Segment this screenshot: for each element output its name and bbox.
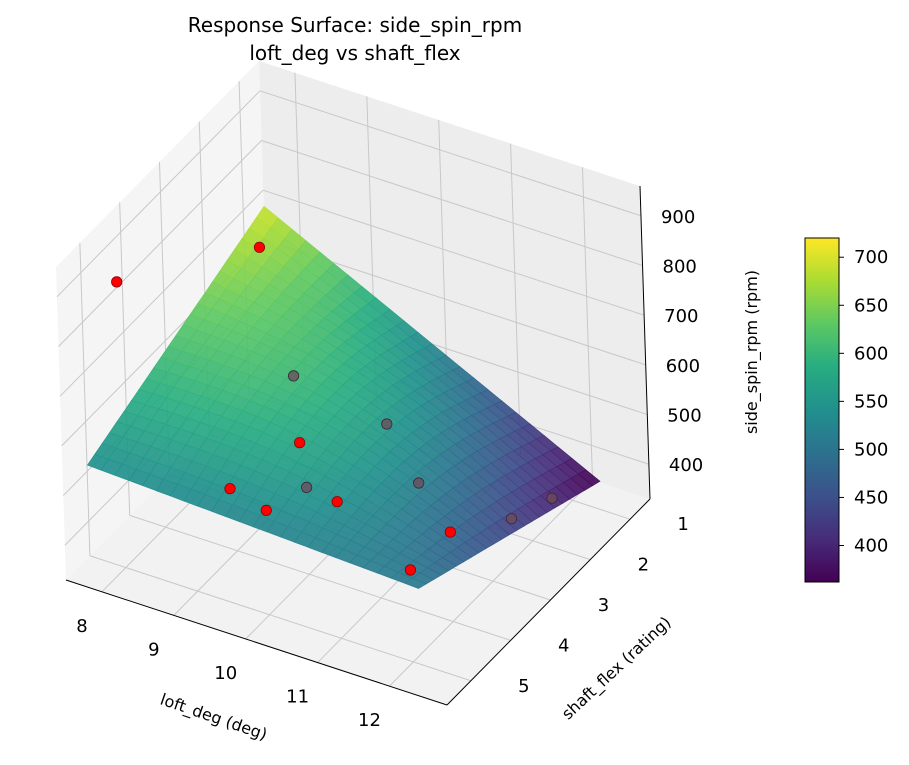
colorbar: 400 450 500 550 600 650 700 — [804, 237, 888, 583]
z-tick-label: 500 — [667, 406, 701, 427]
grid-line-z-left — [59, 189, 264, 397]
y-axis-line — [446, 498, 651, 706]
x-tick-label: 10 — [214, 663, 237, 684]
z-tick-label: 800 — [663, 256, 697, 277]
y-axis-label: shaft_flex (rating) — [558, 613, 675, 724]
y-tick-label: 1 — [677, 514, 688, 535]
observed-points — [111, 241, 558, 576]
y-tick-label: 2 — [638, 555, 649, 576]
colorbar-tick-label: 400 — [854, 535, 888, 556]
grid-line-z-left — [58, 140, 262, 347]
grid-line-y-floor — [89, 555, 472, 682]
observed-point — [260, 504, 272, 516]
observed-point — [294, 437, 306, 449]
grid-line-z-back — [259, 90, 642, 217]
observed-point — [404, 564, 417, 576]
observed-point — [287, 370, 300, 382]
grid-line-x-back — [510, 143, 522, 457]
response-surface — [86, 205, 601, 589]
grid-line-z-left — [56, 90, 261, 298]
grid-line-z-back — [262, 189, 645, 316]
grid-line-y-left — [79, 242, 91, 556]
grid-line-x-floor — [389, 479, 593, 687]
y-tick-label: 4 — [558, 635, 569, 656]
colorbar-tick-label: 500 — [854, 439, 888, 460]
z-tick-label: 900 — [661, 207, 695, 228]
z-tick-label: 700 — [664, 306, 698, 327]
observed-point — [224, 483, 236, 495]
z-axis-label: side_spin_rpm (rpm) — [742, 270, 762, 434]
chart-subtitle: loft_deg vs shaft_flex — [249, 41, 460, 65]
axis-lines — [65, 185, 651, 706]
colorbar-tick-label: 700 — [854, 247, 888, 268]
observed-point — [444, 526, 456, 538]
y-tick-label: 5 — [518, 676, 529, 697]
observed-point — [505, 513, 518, 525]
x-tick-label: 12 — [358, 710, 381, 731]
observed-point — [253, 241, 266, 253]
grid-line-z-back — [261, 140, 643, 266]
y-tick-label: 3 — [598, 595, 609, 616]
colorbar-gradient — [804, 237, 840, 583]
observed-point — [111, 276, 123, 288]
chart-title: Response Surface: side_spin_rpm — [188, 13, 522, 37]
x-axis-label: loft_deg (deg) — [158, 690, 270, 745]
z-axis-line — [639, 185, 651, 500]
grid-line-y-floor — [129, 514, 511, 641]
grid-line-x-back — [581, 167, 593, 481]
colorbar-tick-label: 550 — [854, 391, 888, 412]
z-tick-label: 600 — [666, 356, 700, 377]
observed-point — [413, 477, 425, 489]
colorbar-tick-label: 450 — [854, 487, 888, 508]
surface-patch — [577, 469, 601, 487]
x-tick-label: 9 — [148, 639, 159, 660]
z-tick-label: 400 — [669, 455, 703, 476]
observed-point — [381, 418, 393, 430]
colorbar-tick-label: 650 — [854, 295, 888, 316]
colorbar-tick-label: 600 — [854, 343, 888, 364]
observed-point — [331, 496, 343, 508]
observed-point — [301, 481, 313, 493]
colorbar-ticks: 400 450 500 550 600 650 700 — [839, 247, 888, 556]
x-tick-label: 11 — [286, 687, 309, 708]
observed-point — [546, 492, 558, 504]
x-axis-line — [65, 579, 448, 706]
x-tick-label: 8 — [76, 616, 87, 637]
